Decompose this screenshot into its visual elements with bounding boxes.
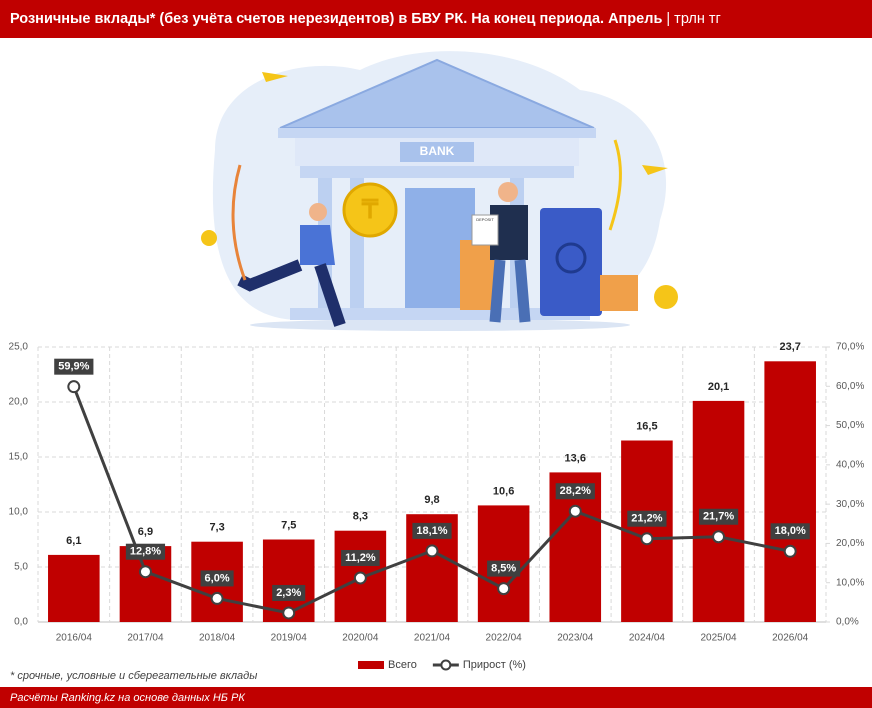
bar bbox=[764, 361, 816, 622]
growth-marker bbox=[497, 582, 511, 596]
x-tick-label: 2018/04 bbox=[199, 633, 236, 644]
growth-label-box bbox=[698, 508, 739, 525]
growth-marker bbox=[712, 530, 726, 544]
footnote: * срочные, условные и сберегательные вкл… bbox=[10, 670, 257, 682]
growth-value-label: 8,5% bbox=[491, 563, 516, 575]
growth-label-box bbox=[487, 560, 521, 577]
growth-value-label: 21,2% bbox=[631, 513, 662, 525]
growth-value-label: 12,8% bbox=[130, 546, 161, 558]
y2-tick-label: 40,0% bbox=[836, 459, 864, 470]
y-tick-label: 25,0 bbox=[9, 342, 29, 353]
growth-value-label: 59,9% bbox=[58, 361, 89, 373]
y-tick-label: 20,0 bbox=[9, 397, 29, 408]
x-tick-label: 2020/04 bbox=[342, 633, 379, 644]
x-tick-label: 2026/04 bbox=[772, 633, 809, 644]
bank-sign: BANK bbox=[420, 144, 455, 158]
bar-value-label: 16,5 bbox=[636, 420, 657, 432]
bar-value-label: 7,3 bbox=[209, 522, 224, 534]
illustration: BANK ₸ DEPOSIT bbox=[201, 51, 678, 331]
x-tick-label: 2017/04 bbox=[127, 633, 164, 644]
bar bbox=[48, 554, 100, 622]
x-tick-label: 2024/04 bbox=[629, 633, 666, 644]
source: Расчёты Ranking.kz на основе данных НБ Р… bbox=[10, 692, 245, 704]
y-tick-label: 15,0 bbox=[9, 452, 29, 463]
x-tick-label: 2016/04 bbox=[56, 633, 93, 644]
growth-marker bbox=[640, 532, 654, 546]
growth-label-box bbox=[125, 543, 166, 560]
growth-value-label: 18,1% bbox=[416, 525, 447, 537]
growth-label-box bbox=[54, 358, 94, 375]
chart-title: Розничные вклады* (без учёта счетов нере… bbox=[10, 11, 721, 27]
growth-marker bbox=[353, 571, 367, 585]
x-tick-label: 2021/04 bbox=[414, 633, 451, 644]
legend-marker bbox=[440, 659, 452, 671]
x-tick-label: 2019/04 bbox=[271, 633, 308, 644]
y-tick-label: 0,0 bbox=[14, 617, 28, 628]
y2-tick-label: 30,0% bbox=[836, 499, 864, 510]
growth-label-box bbox=[627, 510, 667, 527]
x-tick-label: 2025/04 bbox=[700, 633, 737, 644]
x-tick-label: 2022/04 bbox=[486, 633, 523, 644]
bar-value-label: 23,7 bbox=[779, 341, 800, 353]
y2-tick-label: 70,0% bbox=[836, 342, 864, 353]
growth-value-label: 18,0% bbox=[775, 525, 806, 537]
growth-value-label: 6,0% bbox=[205, 572, 230, 584]
legend-swatch bbox=[358, 661, 384, 669]
growth-marker bbox=[138, 565, 152, 579]
growth-marker bbox=[67, 380, 81, 394]
y2-tick-label: 50,0% bbox=[836, 420, 864, 431]
bar-value-label: 8,3 bbox=[353, 511, 368, 523]
growth-label-box bbox=[770, 523, 810, 540]
legend-label: Всего bbox=[388, 659, 417, 671]
document-label: DEPOSIT bbox=[476, 217, 494, 222]
source-bar bbox=[0, 687, 872, 708]
bar-value-label: 6,9 bbox=[138, 526, 153, 538]
growth-marker bbox=[568, 504, 582, 518]
growth-marker bbox=[282, 606, 296, 620]
y2-tick-label: 10,0% bbox=[836, 577, 864, 588]
bar-value-label: 10,6 bbox=[493, 485, 514, 497]
growth-label-box bbox=[200, 570, 234, 587]
growth-marker bbox=[425, 544, 439, 558]
bar-value-label: 9,8 bbox=[424, 494, 439, 506]
bar-value-label: 13,6 bbox=[565, 452, 586, 464]
title-unit: | трлн тг bbox=[666, 11, 720, 27]
y2-tick-label: 60,0% bbox=[836, 381, 864, 392]
growth-value-label: 11,2% bbox=[345, 552, 376, 564]
growth-label-box bbox=[341, 550, 380, 566]
growth-label-box bbox=[555, 483, 595, 500]
growth-value-label: 21,7% bbox=[703, 511, 734, 523]
growth-label-box bbox=[412, 522, 452, 539]
legend: Всего Прирост (%) bbox=[358, 659, 526, 671]
title-text: Розничные вклады* (без учёта счетов нере… bbox=[10, 11, 662, 27]
growth-label-box bbox=[272, 584, 306, 601]
y2-tick-label: 20,0% bbox=[836, 538, 864, 549]
bar-value-label: 7,5 bbox=[281, 519, 296, 531]
growth-marker bbox=[783, 544, 797, 558]
growth-value-label: 28,2% bbox=[560, 485, 591, 497]
growth-value-label: 2,3% bbox=[276, 587, 301, 599]
y2-tick-label: 0,0% bbox=[836, 617, 859, 628]
bar-value-label: 20,1 bbox=[708, 381, 729, 393]
bar-value-label: 6,1 bbox=[66, 535, 81, 547]
title-bar bbox=[0, 0, 872, 38]
y-tick-label: 5,0 bbox=[14, 562, 28, 573]
x-tick-label: 2023/04 bbox=[557, 633, 594, 644]
legend-label: Прирост (%) bbox=[463, 659, 526, 671]
growth-marker bbox=[210, 591, 224, 605]
svg-text:₸: ₸ bbox=[361, 194, 379, 224]
y-tick-label: 10,0 bbox=[9, 507, 29, 518]
